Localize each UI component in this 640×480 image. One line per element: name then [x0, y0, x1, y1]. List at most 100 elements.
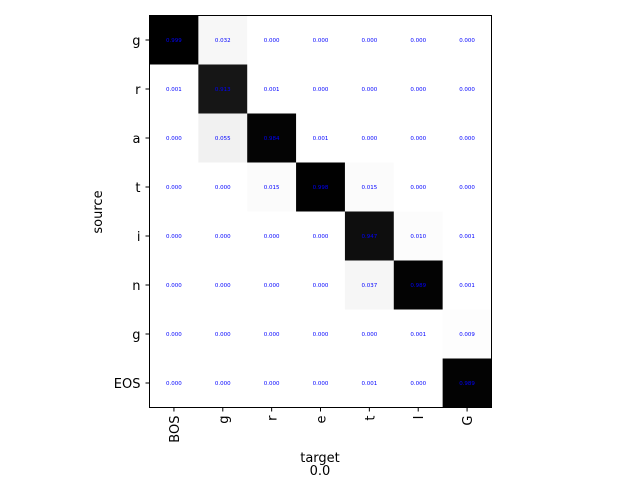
heatmap-cell-6-6 [442, 309, 492, 359]
heatmap-cell-5-1 [198, 260, 248, 310]
cell-value-label-2-6: 0.000 [459, 136, 475, 142]
cell-value-label-7-3: 0.000 [313, 381, 329, 387]
heatmap-cell-7-4 [344, 358, 395, 408]
cell-value-label-4-1: 0.000 [215, 234, 231, 240]
heatmap-cell-4-0 [149, 211, 199, 261]
y-axis-label: source [91, 190, 106, 233]
cell-value-label-7-6: 0.989 [459, 381, 475, 387]
cell-value-label-6-0: 0.000 [166, 332, 182, 338]
heatmap-cell-0-2 [247, 15, 297, 65]
heatmap-cell-4-4 [344, 211, 395, 261]
heatmap-cell-1-4 [344, 64, 395, 114]
x-tick-label-1: g [217, 416, 232, 424]
cell-value-label-4-0: 0.000 [166, 234, 182, 240]
heatmap-cell-1-5 [393, 64, 444, 114]
cell-value-label-3-1: 0.000 [215, 185, 231, 191]
cell-value-label-7-1: 0.000 [215, 381, 231, 387]
cell-value-label-1-1: 0.913 [215, 87, 231, 93]
cell-value-label-0-2: 0.000 [264, 38, 280, 44]
heatmap-cell-2-2 [247, 113, 297, 163]
y-tick-label-3: t [135, 181, 140, 196]
heatmap-cell-2-4 [344, 113, 395, 163]
cell-value-label-7-2: 0.000 [264, 381, 280, 387]
heatmap-cell-0-0 [149, 15, 199, 65]
heatmap-cell-6-4 [344, 309, 395, 359]
heatmap-cell-4-1 [198, 211, 248, 261]
heatmap-cell-4-3 [296, 211, 346, 261]
heatmap-cell-3-2 [247, 162, 297, 212]
heatmap-cell-5-0 [149, 260, 199, 310]
x-tick-label-6: G [461, 416, 476, 426]
y-tick-label-1: r [135, 83, 141, 98]
cell-value-label-7-4: 0.001 [361, 381, 377, 387]
cell-value-label-3-6: 0.000 [459, 185, 475, 191]
cell-value-label-5-4: 0.037 [361, 283, 377, 289]
cell-value-label-7-5: 0.000 [410, 381, 426, 387]
cell-value-label-1-5: 0.000 [410, 87, 426, 93]
heatmap-cell-7-0 [149, 358, 199, 408]
cell-value-label-3-4: 0.015 [361, 185, 377, 191]
cell-value-label-1-0: 0.001 [166, 87, 182, 93]
cell-value-label-2-2: 0.984 [264, 136, 280, 142]
cell-value-label-2-3: 0.001 [313, 136, 329, 142]
cell-value-label-6-4: 0.000 [361, 332, 377, 338]
cell-value-label-0-0: 0.999 [166, 38, 182, 44]
cell-value-label-1-2: 0.001 [264, 87, 280, 93]
cell-value-label-6-1: 0.000 [215, 332, 231, 338]
heatmap-cell-1-0 [149, 64, 199, 114]
heatmap-cell-0-3 [296, 15, 346, 65]
cell-value-label-0-3: 0.000 [313, 38, 329, 44]
heatmap-cell-1-6 [442, 64, 492, 114]
cell-value-label-5-0: 0.000 [166, 283, 182, 289]
heatmap-cell-0-1 [198, 15, 248, 65]
cell-value-label-5-1: 0.000 [215, 283, 231, 289]
heatmap-cell-7-3 [296, 358, 346, 408]
cell-value-label-6-2: 0.000 [264, 332, 280, 338]
heatmap-cell-2-0 [149, 113, 199, 163]
heatmap-cell-6-3 [296, 309, 346, 359]
cell-value-label-4-6: 0.001 [459, 234, 475, 240]
x-tick-label-3: e [315, 416, 330, 424]
cell-value-label-4-3: 0.000 [313, 234, 329, 240]
heatmap-cell-2-6 [442, 113, 492, 163]
cell-value-label-7-0: 0.000 [166, 381, 182, 387]
x-axis-ticks: BOS g r e t I G [168, 407, 476, 443]
heatmap-cell-7-6 [442, 358, 492, 408]
heatmap-cell-4-6 [442, 211, 492, 261]
heatmap-cell-6-2 [247, 309, 297, 359]
heatmap-cell-7-5 [393, 358, 444, 408]
cell-value-label-5-2: 0.000 [264, 283, 280, 289]
heatmap-cell-3-0 [149, 162, 199, 212]
x-tick-label-4: t [363, 416, 378, 421]
heatmap-cell-6-0 [149, 309, 199, 359]
heatmap-cell-5-4 [344, 260, 395, 310]
cell-value-label-3-5: 0.000 [410, 185, 426, 191]
cell-value-label-2-4: 0.000 [361, 136, 377, 142]
heatmap-cell-5-5 [393, 260, 444, 310]
cell-value-label-2-0: 0.000 [166, 136, 182, 142]
cell-value-label-0-6: 0.000 [459, 38, 475, 44]
heatmap-cell-6-1 [198, 309, 248, 359]
cell-value-label-5-3: 0.000 [313, 283, 329, 289]
heatmap-cell-5-3 [296, 260, 346, 310]
y-tick-label-5: n [132, 279, 140, 294]
cell-value-label-0-1: 0.032 [215, 38, 231, 44]
cell-value-label-0-5: 0.000 [410, 38, 426, 44]
cell-value-label-5-6: 0.001 [459, 283, 475, 289]
cell-value-label-3-0: 0.000 [166, 185, 182, 191]
cell-value-label-1-6: 0.000 [459, 87, 475, 93]
heatmap-cells: 0.999 0.032 0.000 0.000 0.000 0.000 0.000 0.001… [149, 15, 492, 408]
cell-value-label-1-4: 0.000 [361, 87, 377, 93]
heatmap-cell-7-2 [247, 358, 297, 408]
cell-value-label-3-2: 0.015 [264, 185, 280, 191]
y-tick-label-6: g [132, 328, 140, 343]
heatmap-cell-2-3 [296, 113, 346, 163]
heatmap-cell-5-2 [247, 260, 297, 310]
heatmap-cell-0-6 [442, 15, 492, 65]
cell-value-label-6-3: 0.000 [313, 332, 329, 338]
heatmap-cell-3-5 [393, 162, 444, 212]
x-tick-label-2: r [266, 415, 281, 421]
footer-label: 0.0 [310, 464, 331, 479]
heatmap-cell-3-4 [344, 162, 395, 212]
heatmap-cell-2-5 [393, 113, 444, 163]
